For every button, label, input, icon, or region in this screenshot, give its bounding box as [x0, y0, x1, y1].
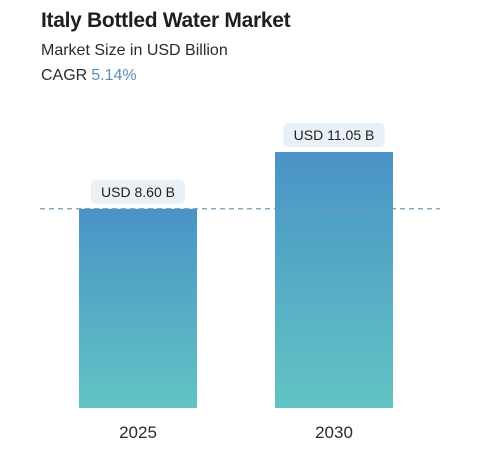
chart-subtitle: Market Size in USD Billion	[41, 42, 228, 59]
bar-2025	[79, 208, 197, 408]
cagr-label: CAGR	[41, 67, 88, 84]
data-label-2025: USD 8.60 B	[91, 179, 185, 204]
data-label-text: USD 11.05 B	[294, 127, 375, 143]
chart-title: Italy Bottled Water Market	[41, 9, 291, 32]
x-tick-label-2030: 2030	[315, 423, 353, 442]
x-tick-label-2025: 2025	[119, 423, 157, 442]
data-label-text: USD 8.60 B	[101, 184, 175, 200]
cagr-line: CAGR 5.14%	[41, 67, 137, 85]
data-label-bg	[91, 179, 185, 204]
cagr-value: 5.14%	[91, 67, 137, 84]
data-label-bg	[283, 123, 385, 147]
data-label-2030: USD 11.05 B	[283, 123, 385, 147]
bar-2030	[275, 152, 393, 408]
